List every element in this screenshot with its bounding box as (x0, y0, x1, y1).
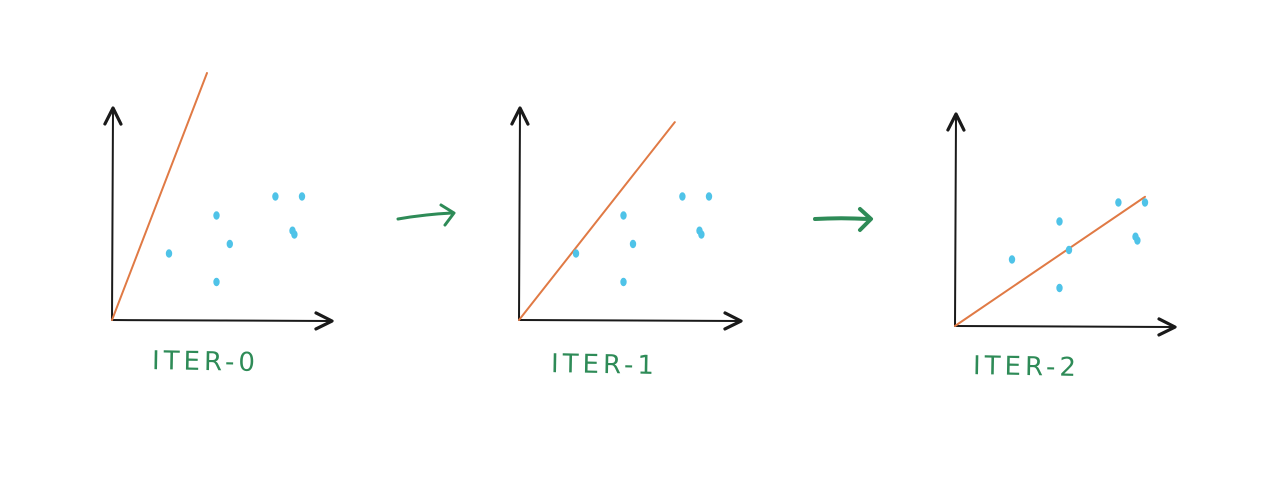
data-point (620, 211, 627, 220)
arrow-shaft (396, 211, 454, 221)
data-point (1065, 245, 1073, 255)
panel-iter-0 (103, 72, 334, 331)
data-point (679, 192, 686, 201)
data-point (1134, 236, 1141, 245)
data-point (620, 277, 627, 287)
fit-line (954, 195, 1146, 327)
panel-label-iter-0: ITER-0 (151, 346, 260, 378)
y-axis (510, 106, 530, 321)
x-axis (111, 311, 334, 331)
x-axis (954, 317, 1177, 337)
arrow-head (858, 207, 873, 232)
arrow-head (439, 203, 456, 227)
data-point (272, 192, 279, 201)
arrow-shaft (813, 216, 870, 221)
data-point (1141, 198, 1149, 207)
data-point (298, 192, 306, 201)
x-axis (518, 311, 743, 331)
data-point (629, 239, 637, 249)
data-point (1008, 255, 1016, 264)
data-point (291, 230, 298, 239)
data-point (705, 192, 713, 201)
data-point (226, 239, 233, 249)
data-point (698, 230, 705, 239)
right-arrow (396, 203, 456, 227)
data-point (1115, 198, 1122, 207)
panel-iter-2 (946, 112, 1177, 337)
right-arrow (813, 207, 873, 232)
y-axis (946, 112, 966, 327)
panel-iter-1 (510, 106, 743, 331)
data-point (1056, 217, 1063, 226)
panel-label-iter-2: ITER-2 (972, 351, 1081, 383)
y-axis (103, 106, 123, 321)
data-point (572, 249, 580, 258)
data-point (213, 211, 220, 220)
panel-label-iter-1: ITER-1 (550, 349, 659, 381)
data-point (213, 277, 220, 287)
data-point (1056, 283, 1063, 293)
fit-line (518, 121, 676, 321)
fit-line (111, 72, 208, 321)
data-point (165, 249, 173, 258)
